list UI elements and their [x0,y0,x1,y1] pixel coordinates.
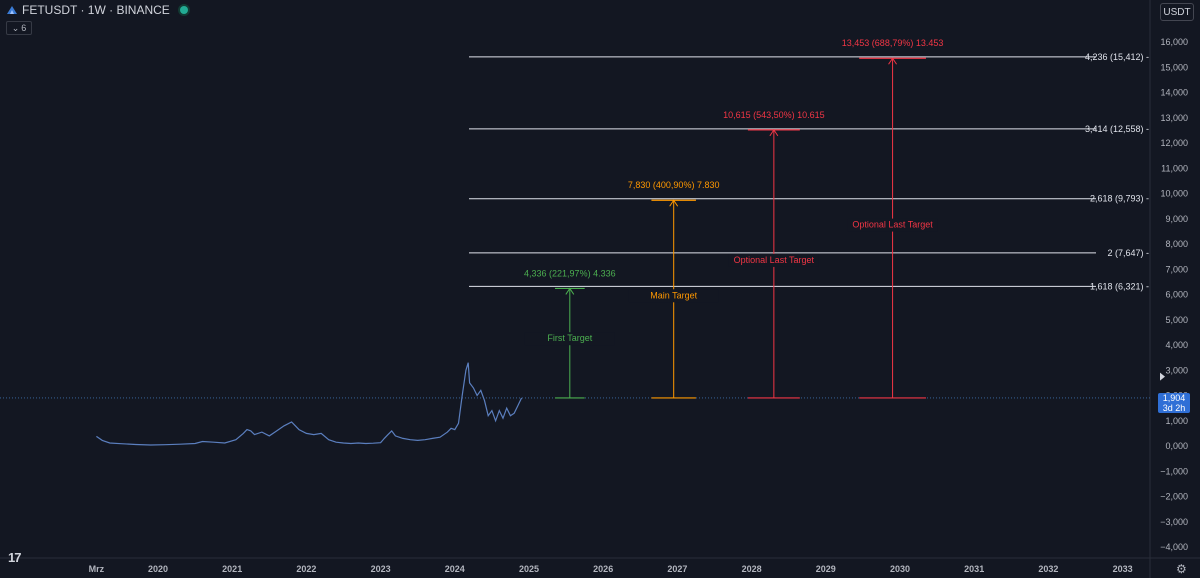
target-mid-label: Main Target [650,290,697,300]
symbol-title[interactable]: FETUSDT · 1W · BINANCE [22,3,170,17]
current-price-label: 1,904 [1162,393,1186,403]
target-mid-label-bg [628,289,719,303]
x-tick-label: 2021 [222,564,242,574]
target-mid-label: Optional Last Target [852,220,933,230]
bar-countdown-label: 3d 2h [1162,403,1186,413]
y-tick-label: 4,000 [1165,340,1188,350]
target-mid-label: Optional Last Target [734,255,815,265]
y-tick-label: 7,000 [1165,264,1188,274]
currency-button[interactable]: USDT [1160,3,1194,21]
y-tick-label: 13,000 [1160,113,1188,123]
x-tick-label: 2033 [1113,564,1133,574]
y-tick-label: 0,000 [1165,441,1188,451]
target-mid-label: First Target [547,333,592,343]
x-tick-label: Mrz [89,564,105,574]
target-arrowhead-icon [769,128,779,137]
x-tick-label: 2029 [816,564,836,574]
target-mid-label-bg [524,332,615,346]
tradingview-logo-icon[interactable]: 17 [8,550,22,565]
y-tick-label: −2,000 [1160,492,1188,502]
x-tick-label: 2030 [890,564,910,574]
target-mid-label-bg [728,253,819,267]
fib-level-label: 2 (7,647) - [1107,248,1149,258]
y-tick-label: 10,000 [1160,189,1188,199]
x-tick-label: 2025 [519,564,539,574]
y-tick-label: 12,000 [1160,138,1188,148]
target-arrowhead-icon [669,199,679,207]
y-tick-label: 9,000 [1165,214,1188,224]
x-tick-label: 2026 [593,564,613,574]
target-top-label: 10,615 (543,50%) 10.615 [723,110,825,120]
fib-level-label: 2,618 (9,793) - [1090,194,1149,204]
chart-header: FETUSDT · 1W · BINANCE [6,3,188,17]
scroll-marker-icon [1160,372,1165,381]
x-tick-label: 2032 [1038,564,1058,574]
chevron-down-icon: ⌄ [11,22,20,33]
y-tick-label: 3,000 [1165,365,1188,375]
symbol-logo-icon [7,6,17,14]
indicator-toggle-button[interactable]: ⌄ 6 [6,21,32,35]
x-tick-label: 2028 [742,564,762,574]
y-tick-label: 1,000 [1165,416,1188,426]
target-top-label: 7,830 (400,90%) 7.830 [628,180,720,190]
y-tick-label: 11,000 [1161,163,1188,173]
current-price-tag: 1,904 3d 2h [1158,393,1190,413]
y-tick-label: 8,000 [1165,239,1188,249]
y-tick-label: 6,000 [1165,290,1188,300]
target-top-label: 4,336 (221,97%) 4.336 [524,268,616,278]
fib-level-label: 3,414 (12,558) - [1085,124,1149,134]
y-tick-label: −1,000 [1160,466,1188,476]
y-tick-label: −3,000 [1160,517,1188,527]
market-status-icon[interactable] [179,6,188,14]
fib-level-label: 1,618 (6,321) - [1090,281,1149,291]
x-tick-label: 2022 [296,564,316,574]
indicator-count: 6 [21,23,27,33]
x-tick-label: 2024 [445,564,465,574]
x-tick-label: 2031 [964,564,984,574]
price-series-line [96,362,523,446]
target-arrowhead-icon [565,287,575,295]
fib-level-label: 4,236 (15,412) - [1085,52,1149,62]
y-tick-label: −4,000 [1160,542,1188,552]
x-tick-label: 2023 [371,564,391,574]
target-arrowhead-icon [888,57,897,65]
settings-icon[interactable]: ⚙ [1176,562,1187,576]
x-tick-label: 2027 [667,564,687,574]
x-tick-label: 2020 [148,564,168,574]
y-tick-label: 15,000 [1160,62,1188,72]
target-mid-label-bg [847,218,938,232]
y-tick-label: 14,000 [1160,88,1188,98]
target-top-label: 13,453 (688,79%) 13.453 [842,38,944,48]
y-tick-label: 5,000 [1165,315,1188,325]
y-tick-label: 16,000 [1160,37,1188,47]
